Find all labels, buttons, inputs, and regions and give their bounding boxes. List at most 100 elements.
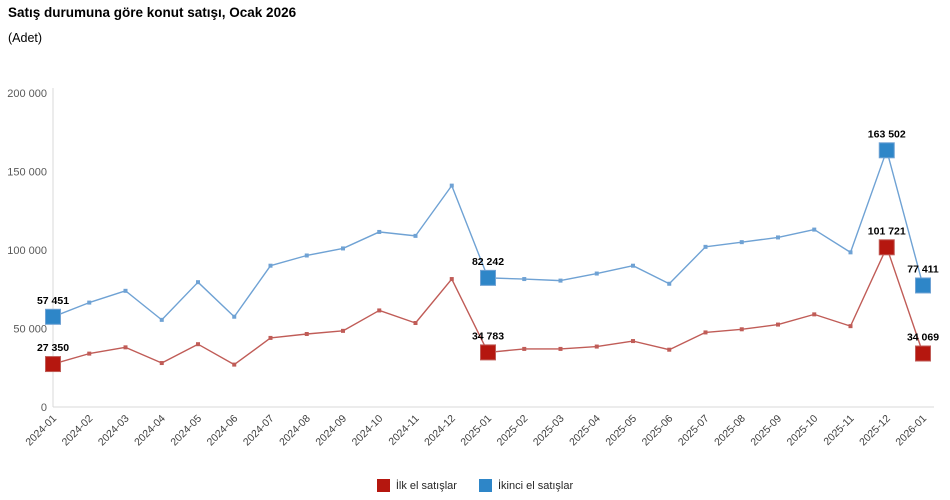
- data-point-dot: [667, 281, 672, 286]
- x-tick-label: 2024-10: [350, 413, 386, 449]
- chart-legend: İlk el satışlar İkinci el satışlar: [0, 479, 950, 492]
- data-point-dot: [631, 339, 635, 344]
- data-point-dot: [594, 271, 599, 276]
- legend-label-second-hand: İkinci el satışlar: [497, 479, 574, 492]
- data-point-dot: [304, 253, 309, 258]
- data-point-dot: [159, 361, 164, 366]
- data-point-dot: [232, 314, 237, 319]
- data-point-dot: [522, 277, 527, 282]
- data-point-marker: [878, 142, 895, 159]
- data-point-label: 34 069: [907, 332, 939, 344]
- data-point-dot: [558, 346, 563, 351]
- data-point-label: 82 242: [472, 256, 504, 268]
- x-tick-label: 2024-06: [205, 413, 241, 449]
- data-point-dot: [87, 300, 92, 305]
- x-tick-label: 2025-07: [676, 413, 712, 449]
- x-tick-label: 2024-07: [241, 413, 277, 449]
- data-point-label: 27 350: [37, 342, 69, 354]
- x-tick-label: 2024-04: [132, 413, 168, 449]
- data-point-dot: [268, 263, 273, 268]
- data-point-dot: [413, 321, 418, 326]
- data-point-dot: [87, 351, 92, 356]
- chart-title: Satış durumuna göre konut satışı, Ocak 2…: [8, 5, 297, 20]
- data-point-dot: [196, 280, 200, 285]
- legend-item-first-hand: İlk el satışlar: [376, 479, 457, 492]
- data-point-marker: [45, 308, 61, 325]
- data-point-dot: [522, 346, 527, 351]
- x-tick-label: 2026-01: [893, 413, 929, 449]
- data-point-marker: [480, 344, 496, 361]
- data-point-dot: [377, 308, 382, 313]
- data-point-marker: [45, 356, 61, 373]
- data-point-dot: [667, 347, 672, 352]
- data-point-dot: [594, 344, 599, 349]
- data-point-dot: [268, 335, 273, 340]
- data-point-marker: [480, 269, 496, 286]
- legend-swatch-second-hand-icon: [478, 479, 492, 492]
- x-tick-label: 2025-03: [531, 413, 567, 449]
- data-point-dot: [159, 317, 164, 322]
- chart-units-label: (Adet): [8, 31, 43, 45]
- data-point-label: 101 721: [868, 225, 906, 237]
- x-tick-label: 2024-12: [422, 413, 458, 449]
- x-tick-label: 2025-06: [640, 413, 676, 449]
- legend-swatch-first-hand-icon: [376, 479, 390, 492]
- x-tick-label: 2024-05: [168, 413, 204, 449]
- data-point-dot: [739, 327, 744, 332]
- data-point-dot: [123, 288, 128, 293]
- data-point-dot: [631, 263, 635, 268]
- data-point-dot: [449, 183, 454, 188]
- data-point-dot: [558, 278, 563, 283]
- data-point-label: 57 451: [37, 295, 69, 307]
- data-point-dot: [377, 229, 382, 234]
- x-tick-label: 2025-11: [821, 413, 856, 448]
- data-point-dot: [776, 235, 780, 240]
- data-point-dot: [848, 324, 853, 329]
- data-point-dot: [413, 233, 418, 238]
- data-point-dot: [304, 331, 309, 336]
- x-tick-label: 2024-02: [60, 413, 96, 449]
- data-point-dot: [703, 244, 708, 249]
- x-tick-label: 2025-05: [603, 413, 639, 449]
- data-point-dot: [739, 240, 744, 245]
- x-tick-label: 2024-09: [313, 413, 349, 449]
- data-point-label: 163 502: [868, 128, 906, 140]
- data-point-dot: [123, 345, 128, 350]
- x-tick-label: 2024-03: [96, 413, 132, 449]
- legend-label-first-hand: İlk el satışlar: [395, 479, 457, 492]
- data-point-dot: [812, 227, 817, 232]
- x-tick-label: 2025-10: [785, 413, 821, 449]
- x-tick-label: 2024-01: [23, 413, 59, 449]
- data-point-dot: [196, 342, 200, 347]
- x-tick-label: 2025-08: [712, 413, 748, 449]
- y-tick-label: 50 000: [13, 324, 47, 336]
- x-tick-label: 2025-02: [495, 413, 531, 449]
- data-point-dot: [449, 277, 454, 282]
- y-tick-label: 0: [41, 402, 47, 414]
- y-tick-label: 100 000: [7, 245, 47, 257]
- x-tick-label: 2024-11: [386, 413, 421, 448]
- data-point-dot: [848, 250, 853, 255]
- data-point-dot: [703, 330, 708, 335]
- series-line: [52, 149, 924, 321]
- x-tick-label: 2025-01: [458, 413, 494, 449]
- x-tick-label: 2025-12: [857, 413, 893, 449]
- y-tick-label: 150 000: [7, 167, 47, 179]
- data-point-dot: [341, 246, 345, 251]
- x-tick-label: 2024-08: [277, 413, 313, 449]
- legend-item-second-hand: İkinci el satışlar: [478, 479, 574, 492]
- y-tick-label: 200 000: [7, 88, 47, 100]
- data-point-dot: [776, 322, 780, 327]
- x-tick-label: 2025-09: [748, 413, 784, 449]
- data-point-marker: [915, 345, 931, 362]
- data-point-dot: [232, 362, 237, 367]
- x-tick-label: 2025-04: [567, 413, 603, 449]
- data-point-dot: [341, 328, 345, 333]
- data-point-marker: [915, 277, 931, 294]
- data-point-marker: [878, 239, 895, 256]
- data-point-dot: [812, 312, 817, 317]
- data-point-label: 77 411: [907, 263, 939, 275]
- data-point-label: 34 783: [472, 330, 504, 342]
